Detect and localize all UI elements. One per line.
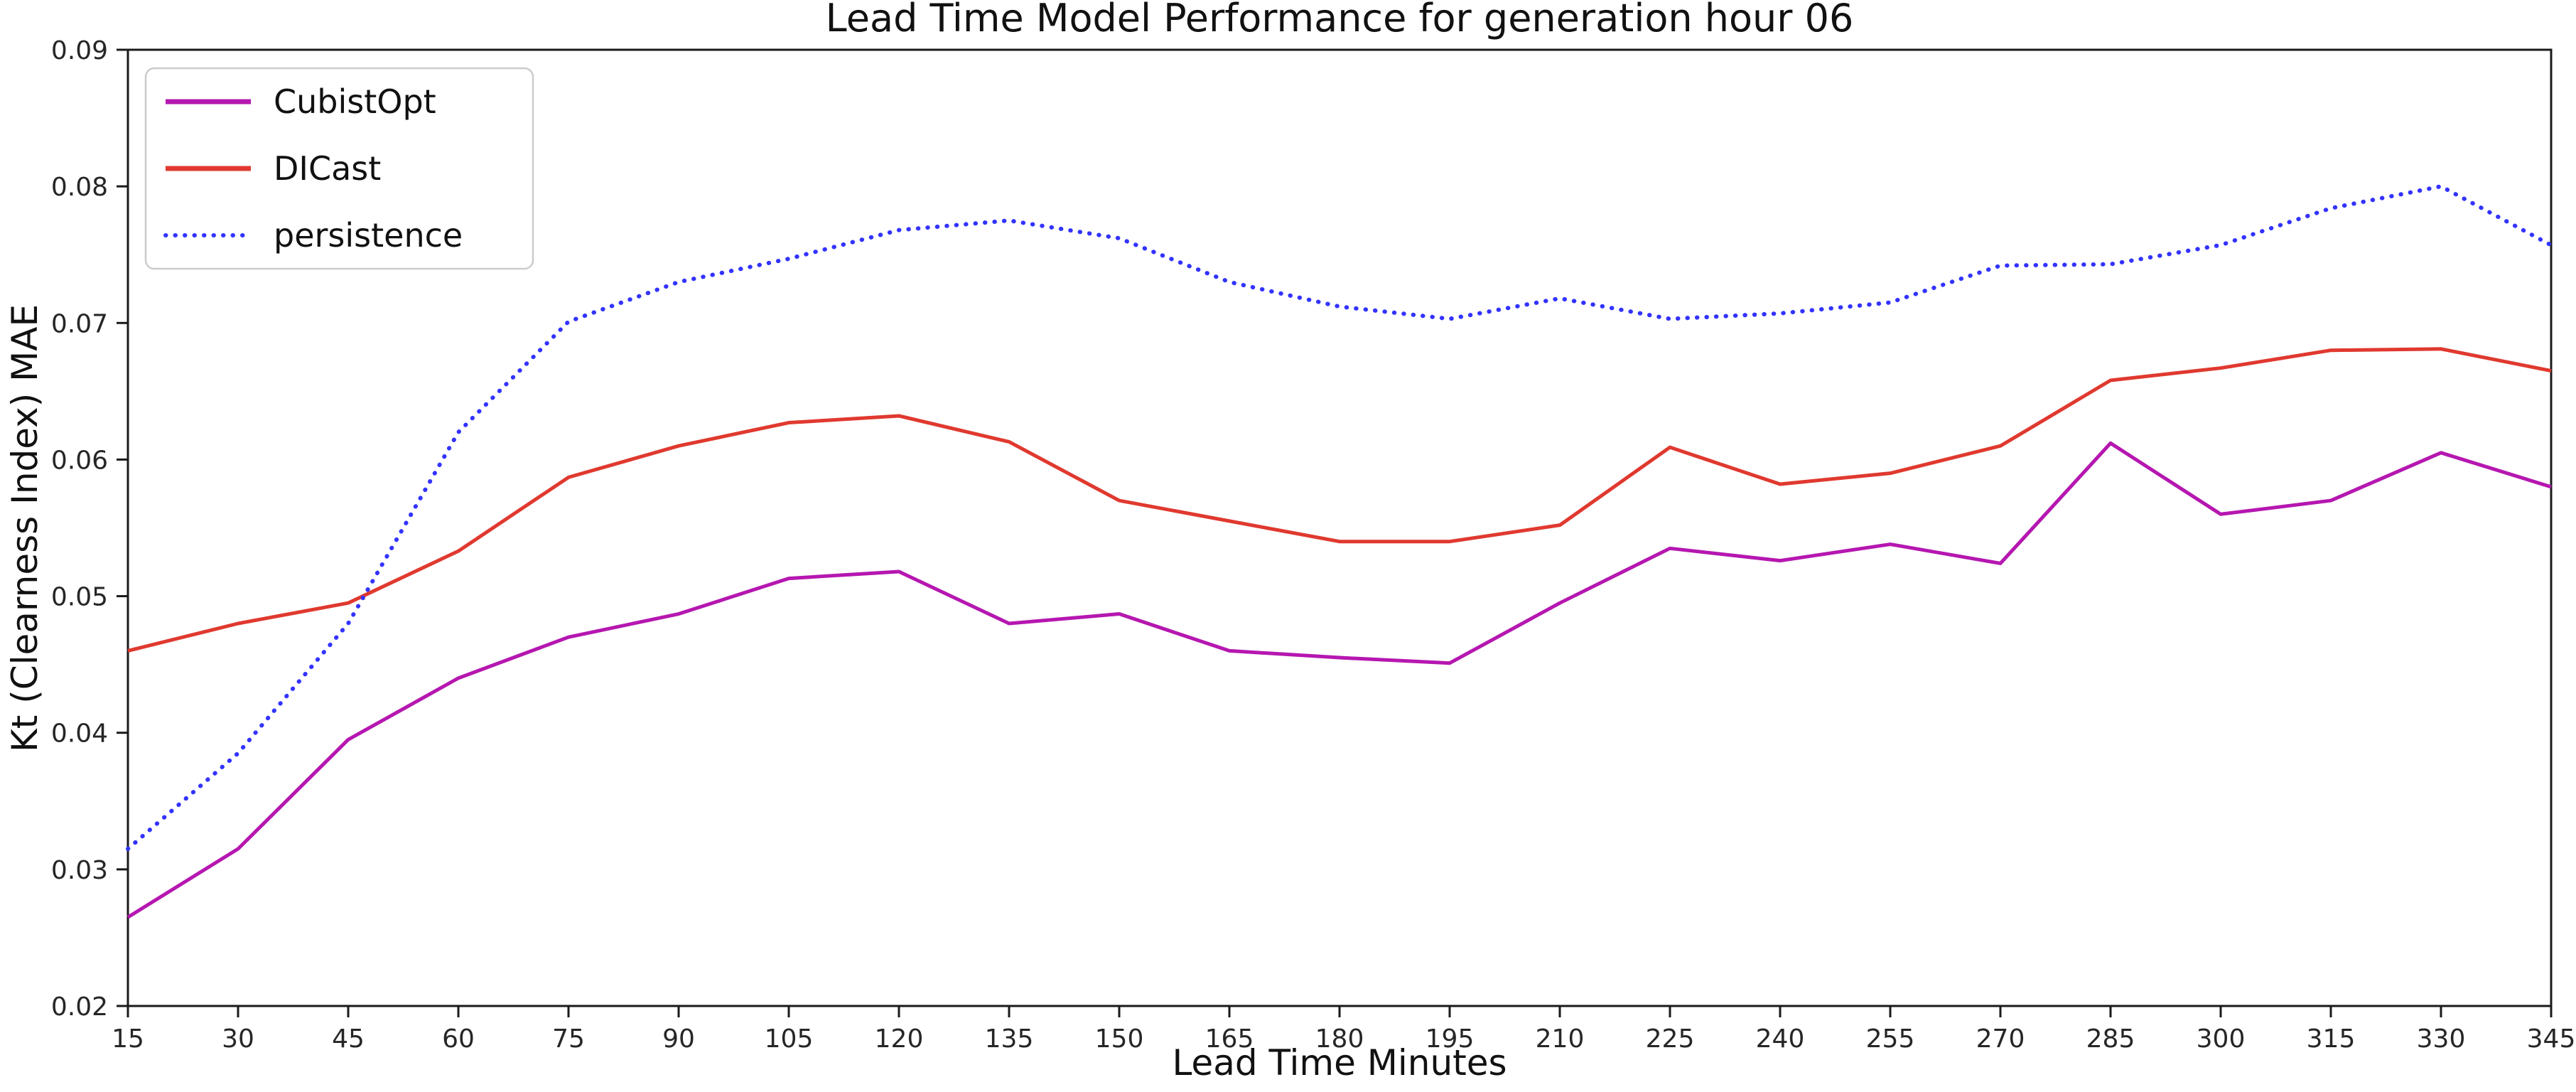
x-tick-label: 30 [222,1024,254,1054]
x-tick-label: 345 [2527,1024,2576,1054]
y-tick-label: 0.08 [51,173,108,202]
y-tick-label: 0.09 [51,36,108,65]
x-tick-label: 150 [1095,1024,1144,1054]
x-tick-label: 210 [1536,1024,1585,1054]
legend-label-dicast: DICast [274,149,381,188]
legend-box [144,67,534,270]
legend: CubistOpt DICast persistence [144,67,534,270]
legend-label-persistence: persistence [274,216,463,255]
x-tick-label: 330 [2417,1024,2466,1054]
series-line-persistence [126,184,2553,852]
x-tick-label: 285 [2086,1024,2135,1054]
y-tick-label: 0.02 [51,992,108,1022]
x-axis-label: Lead Time Minutes [1172,1042,1507,1083]
x-tick-label: 270 [1976,1024,2025,1054]
x-tick-label: 165 [1205,1024,1254,1054]
series-line-cubistopt [126,441,2552,919]
x-tick-label: 45 [332,1024,365,1054]
legend-label-cubistopt: CubistOpt [274,82,436,121]
x-tick-label: 90 [662,1024,695,1054]
series-lines [126,184,2553,919]
x-tick-label: 75 [552,1024,585,1054]
x-tick-label: 315 [2307,1024,2356,1054]
x-tick-label: 240 [1756,1024,1805,1054]
chart-title: Lead Time Model Performance for generati… [826,0,1854,41]
x-tick-label: 300 [2197,1024,2246,1054]
x-tick-label: 120 [875,1024,924,1054]
x-tick-label: 135 [985,1024,1034,1054]
y-tick-label: 0.07 [51,309,108,338]
y-tick-label: 0.06 [51,446,108,475]
x-tick-label: 195 [1426,1024,1475,1054]
x-tick-label: 105 [765,1024,814,1054]
y-axis-label: Kt (Clearness Index) MAE [4,304,45,752]
x-tick-label: 255 [1866,1024,1915,1054]
axis-ticks: 15 30 45 60 75 90 105 120 135 150 165 180 195 210 225 2… [51,36,2576,1054]
y-tick-label: 0.03 [51,856,108,885]
x-tick-label: 60 [442,1024,475,1054]
y-tick-label: 0.04 [51,719,108,749]
y-tick-label: 0.05 [51,583,108,612]
series-line-dicast [127,347,2552,653]
x-tick-label: 180 [1315,1024,1364,1054]
x-tick-label: 15 [112,1024,144,1054]
x-tick-label: 225 [1646,1024,1695,1054]
